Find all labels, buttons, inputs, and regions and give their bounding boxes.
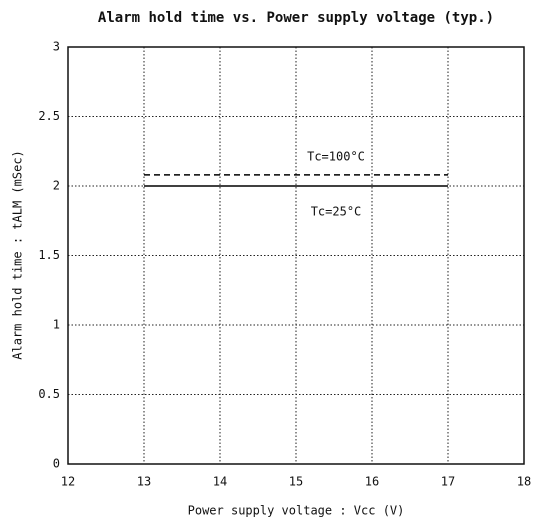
- plot-frame: [67, 46, 525, 465]
- x-tick-label: 12: [61, 475, 75, 489]
- y-tick-label: 2.5: [38, 109, 60, 123]
- y-tick-label: 2: [53, 179, 60, 193]
- x-tick-label: 16: [365, 475, 379, 489]
- y-tick-label: 1.5: [38, 248, 60, 262]
- y-tick-label: 0.5: [38, 387, 60, 401]
- x-tick-label: 17: [441, 475, 455, 489]
- y-tick-label: 1: [53, 318, 60, 332]
- x-tick-label: 14: [213, 475, 227, 489]
- x-tick-label: 13: [137, 475, 151, 489]
- series-label: Tc=25°C: [311, 205, 362, 219]
- y-axis-label: Alarm hold time : tALM (mSec): [11, 150, 25, 360]
- x-tick-label: 15: [289, 475, 303, 489]
- series-label: Tc=100°C: [307, 149, 365, 163]
- x-axis-label: Power supply voltage : Vcc (V): [188, 504, 405, 518]
- chart-title: Alarm hold time vs. Power supply voltage…: [98, 10, 494, 26]
- x-tick-label: 18: [517, 475, 531, 489]
- y-tick-label: 3: [53, 40, 60, 54]
- y-tick-label: 0: [53, 457, 60, 471]
